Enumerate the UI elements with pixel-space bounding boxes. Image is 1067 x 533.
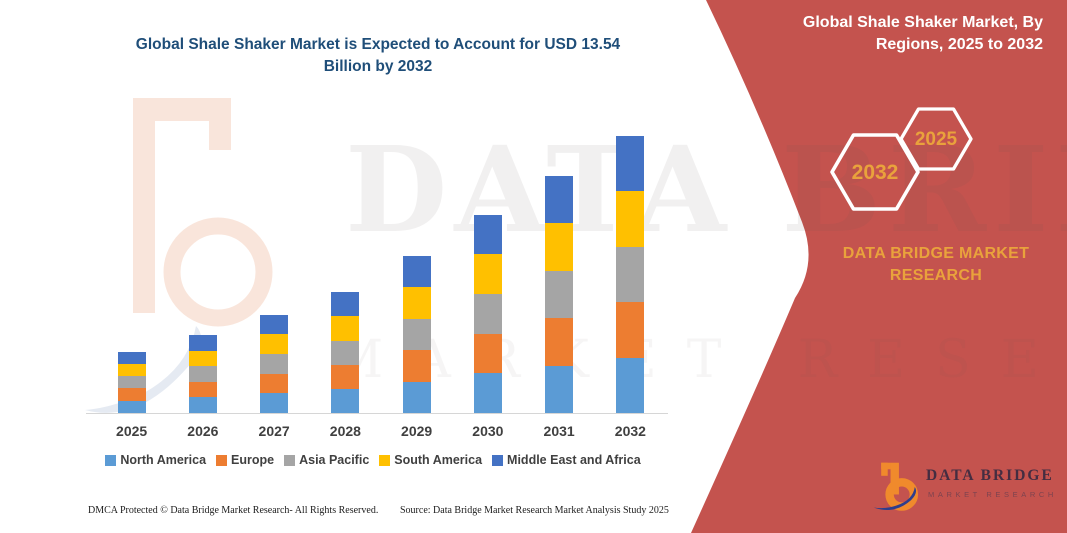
bar-segment-2031-europe [545,318,574,366]
bar-segment-2027-north-america [260,393,289,413]
legend-label: Europe [231,453,275,467]
bar-segment-2031-asia-pacific [545,270,574,319]
legend-item-middle-east-and-africa: Middle East and Africa [492,453,641,467]
bar-segment-2032-europe [616,302,645,358]
hexagon-2025-outline [899,107,973,171]
bar-segment-2031-south-america [545,223,574,271]
bar-segment-2032-middle-east-and-africa [616,135,645,192]
legend-swatch-icon [492,454,504,466]
bar-segment-2032-south-america [616,191,645,247]
x-axis-line [86,413,668,414]
legend-label: Asia Pacific [299,453,370,467]
x-axis-label-2025: 2025 [116,423,148,439]
legend-label: South America [394,453,483,467]
bar-segment-2028-asia-pacific [331,340,360,365]
legend-item-asia-pacific: Asia Pacific [284,453,369,467]
bar-segment-2029-south-america [402,287,431,319]
x-axis-label-2029: 2029 [401,423,433,439]
legend-label: North America [120,453,207,467]
red-panel-shape [691,0,1067,533]
x-axis-label-2030: 2030 [472,423,504,439]
bar-segment-2029-middle-east-and-africa [402,255,431,288]
databridge-logo-wordmark: DATA BRIDGE [926,467,1054,484]
bar-segment-2028-europe [331,364,360,389]
chart-title: Global Shale Shaker Market is Expected t… [135,36,621,76]
bar-segment-2027-europe [260,373,289,394]
bar-segment-2028-south-america [331,316,360,341]
sidebar-brand-text: DATA BRIDGE MARKET RESEARCH [842,245,1030,284]
sidebar-title: Global Shale Shaker Market, By Regions, … [802,14,1043,53]
bar-segment-2027-asia-pacific [260,354,289,374]
bar-segment-2027-south-america [260,334,289,355]
legend-item-europe: Europe [216,453,274,467]
hexagon-2032-label: 2032 [851,161,899,184]
bar-segment-2028-north-america [331,388,360,413]
legend-swatch-icon [379,454,391,466]
footer-dmca-text: DMCA Protected © Data Bridge Market Rese… [88,505,379,516]
bar-segment-2030-middle-east-and-africa [473,214,502,255]
databridge-logo: DATA BRIDGE MARKET RESEARCH [872,455,1054,515]
bar-segment-2029-asia-pacific [402,318,431,351]
databridge-logo-subtitle: MARKET RESEARCH [928,490,1057,499]
bar-segment-2029-north-america [402,381,431,413]
x-axis-label-2026: 2026 [187,423,219,439]
legend-swatch-icon [105,454,117,466]
x-axis-label-2027: 2027 [258,423,290,439]
chart-legend: North America Europe Asia Pacific South Ame… [58,453,688,467]
bar-segment-2031-north-america [545,365,574,413]
legend-swatch-icon [284,454,296,466]
databridge-logo-b-icon [873,462,919,511]
x-axis-label-2032: 2032 [614,423,646,439]
legend-label: Middle East and Africa [507,453,641,467]
bar-segment-2032-asia-pacific [616,246,645,303]
bar-segment-2030-north-america [473,373,502,413]
bar-segment-2031-middle-east-and-africa [545,175,574,224]
bar-segment-2030-europe [473,333,502,374]
forecast-hexagons [830,107,973,211]
hexagon-2032-outline [830,133,920,211]
bar-segment-2028-middle-east-and-africa [331,292,360,317]
bar-segment-2029-europe [402,350,431,382]
x-axis-label-2028: 2028 [329,423,361,439]
footer-source-text: Source: Data Bridge Market Research Mark… [400,505,669,516]
legend-item-north-america: North America [105,453,206,467]
legend-item-south-america: South America [379,453,482,467]
bar-segment-2030-asia-pacific [473,293,502,334]
legend-swatch-icon [216,454,228,466]
bar-segment-2030-south-america [473,254,502,294]
hexagon-2025-label: 2025 [914,129,958,150]
bar-segment-2032-north-america [616,357,645,413]
x-axis-label-2031: 2031 [543,423,575,439]
